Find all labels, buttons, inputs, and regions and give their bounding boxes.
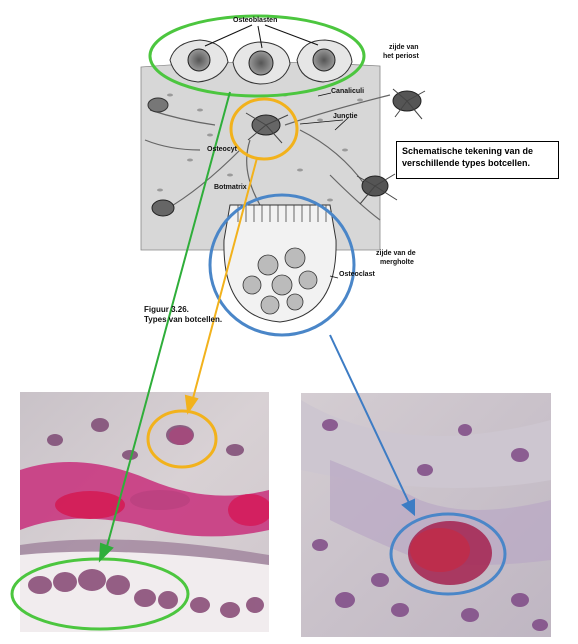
- micrograph-left: [20, 392, 269, 632]
- label-canaliculi: Canaliculi: [331, 88, 365, 95]
- figure-caption-line-2: Types van botcellen.: [144, 315, 223, 324]
- micro-osteocyte-ring: [146, 409, 218, 469]
- micrograph-right: [301, 393, 551, 637]
- blue-arrow: [329, 334, 415, 517]
- green-arrow: [98, 91, 231, 563]
- yellow-arrow: [184, 157, 258, 415]
- micro-osteoclast-ring: [389, 512, 507, 596]
- caption-line-1: Schematische tekening van de: [402, 146, 534, 156]
- schematic-caption-box: Schematische tekening van de verschillen…: [396, 141, 559, 179]
- label-osteoclast: Osteoclast: [339, 271, 375, 278]
- label-osteoblasten: Osteoblasten: [233, 17, 278, 24]
- label-zijde-mergholte-2: mergholte: [380, 259, 414, 266]
- label-botmatrix: Botmatrix: [214, 184, 247, 191]
- osteoclast-ring: [208, 193, 356, 337]
- schematic-drawing: [140, 24, 426, 323]
- caption-line-2: verschillende types botcellen.: [402, 158, 531, 168]
- osteocyte-ring: [229, 97, 299, 161]
- figure-caption-line-1: Figuur 3.26.: [144, 305, 189, 314]
- label-junctie: Junctie: [333, 113, 358, 120]
- label-osteocyt: Osteocyt: [207, 146, 237, 153]
- osteoblast-ring: [148, 14, 366, 98]
- figure-caption: Figuur 3.26. Types van botcellen.: [144, 305, 222, 325]
- osteoblast-cells: [169, 39, 353, 85]
- osteoclast-cell: [223, 204, 337, 323]
- label-zijde-mergholte-1: zijde van de: [376, 250, 416, 257]
- label-zijde-periost-2: het periost: [383, 53, 419, 60]
- label-zijde-periost-1: zijde van: [389, 44, 419, 51]
